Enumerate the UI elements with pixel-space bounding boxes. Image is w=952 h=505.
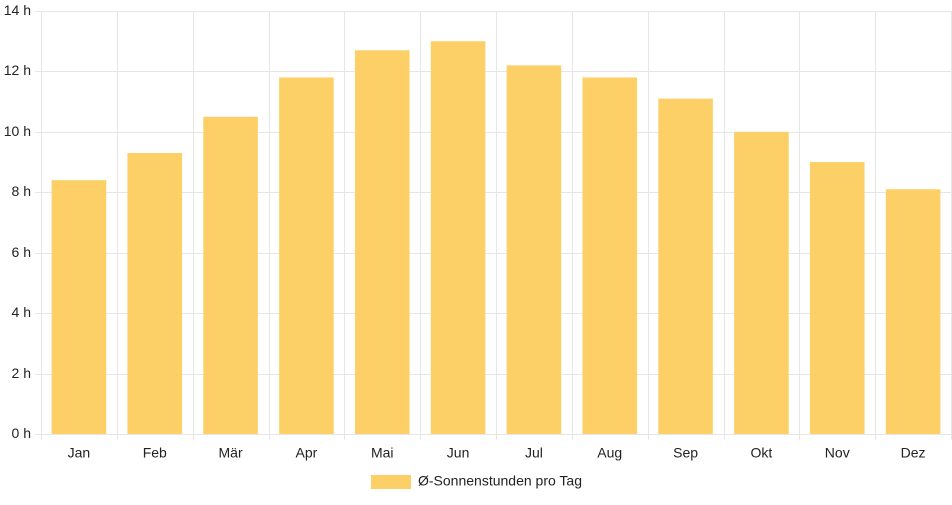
x-tick-label: Jul bbox=[525, 445, 543, 461]
y-tick-label: 2 h bbox=[12, 365, 31, 381]
bar[interactable] bbox=[582, 77, 638, 434]
bar[interactable] bbox=[279, 77, 334, 434]
x-tick-label: Mär bbox=[219, 445, 243, 461]
x-tick-label: Dez bbox=[901, 445, 926, 461]
bar[interactable] bbox=[354, 50, 410, 435]
x-tick-label: Mai bbox=[371, 445, 394, 461]
y-axis-ticks: 0 h 2 h 4 h 6 h 8 h 10 h 12 h 14 h bbox=[4, 2, 31, 441]
y-tick-label: 8 h bbox=[12, 183, 31, 199]
bar[interactable] bbox=[127, 153, 183, 434]
x-tick-label: Jan bbox=[68, 445, 91, 461]
bar[interactable] bbox=[506, 65, 562, 434]
bar[interactable] bbox=[885, 189, 941, 434]
y-tick-label: 0 h bbox=[12, 425, 31, 441]
legend-label[interactable]: Ø-Sonnenstunden pro Tag bbox=[418, 473, 582, 489]
x-tick-label: Okt bbox=[751, 445, 773, 461]
x-tick-label: Apr bbox=[296, 445, 318, 461]
x-tick-label: Feb bbox=[143, 445, 167, 461]
bar[interactable] bbox=[203, 116, 258, 434]
y-tick-label: 4 h bbox=[12, 304, 31, 320]
y-tick-label: 14 h bbox=[4, 2, 31, 18]
y-tick-label: 10 h bbox=[4, 123, 31, 139]
x-tick-label: Nov bbox=[825, 445, 850, 461]
grid bbox=[35, 11, 952, 440]
bar[interactable] bbox=[658, 98, 713, 434]
bar[interactable] bbox=[430, 41, 486, 434]
legend-swatch[interactable] bbox=[371, 475, 411, 489]
legend[interactable]: Ø-Sonnenstunden pro Tag bbox=[371, 473, 582, 489]
x-tick-label: Sep bbox=[673, 445, 698, 461]
x-tick-label: Jun bbox=[447, 445, 470, 461]
x-axis-ticks: Jan Feb Mär Apr Mai Jun Jul Aug Sep Okt Nov Dez bbox=[68, 445, 926, 461]
bar[interactable] bbox=[809, 162, 865, 435]
y-tick-label: 6 h bbox=[12, 244, 31, 260]
y-tick-label: 12 h bbox=[4, 62, 31, 78]
bar[interactable] bbox=[734, 131, 789, 434]
bar[interactable] bbox=[51, 180, 107, 434]
bars bbox=[51, 41, 941, 435]
x-tick-label: Aug bbox=[597, 445, 622, 461]
